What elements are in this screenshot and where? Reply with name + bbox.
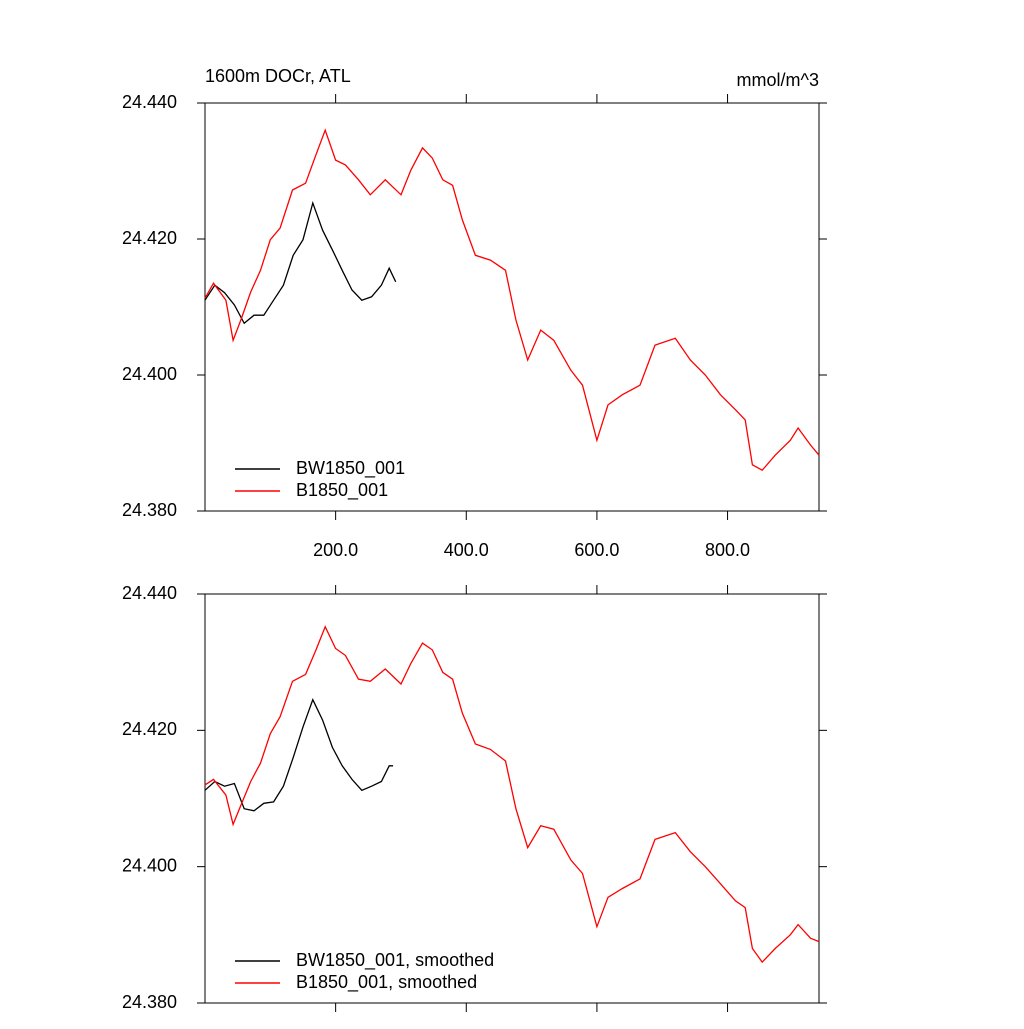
- y-tick-label: 24.400: [122, 855, 177, 875]
- y-tick-label: 24.400: [122, 364, 177, 384]
- x-tick-label: 200.0: [313, 540, 358, 560]
- y-tick-label: 24.440: [122, 583, 177, 603]
- y-tick-label: 24.420: [122, 719, 177, 739]
- legend-label: B1850_001: [296, 480, 388, 501]
- y-tick-label: 24.380: [122, 500, 177, 520]
- data-line: [204, 200, 397, 325]
- legend-label: BW1850_001: [296, 458, 405, 479]
- plot-frame: [204, 102, 820, 512]
- data-line: [204, 698, 394, 812]
- x-tick-label: 800.0: [705, 540, 750, 560]
- legend-label: BW1850_001, smoothed: [296, 950, 494, 971]
- data-line: [204, 625, 820, 964]
- legend-label: B1850_001, smoothed: [296, 972, 477, 993]
- plot-frame: [204, 593, 820, 1004]
- chart-title: 1600m DOCr, ATL: [205, 66, 351, 86]
- y-tick-label: 24.440: [122, 92, 177, 112]
- x-tick-label: 400.0: [444, 540, 489, 560]
- y-tick-label: 24.380: [122, 992, 177, 1012]
- y-tick-label: 24.420: [122, 228, 177, 248]
- units-label: mmol/m^3: [737, 70, 819, 90]
- x-tick-label: 600.0: [574, 540, 619, 560]
- data-line: [204, 128, 820, 472]
